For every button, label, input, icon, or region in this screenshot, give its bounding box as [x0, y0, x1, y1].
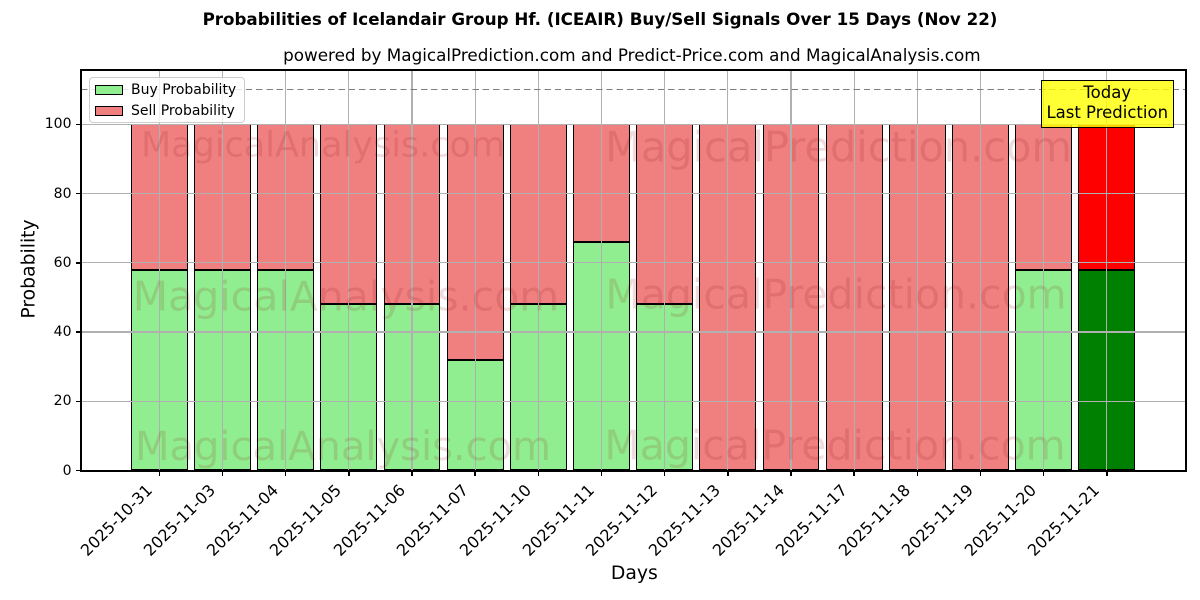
- y-tick-mark: [75, 123, 81, 126]
- y-tick-mark: [75, 192, 81, 195]
- legend-item: Sell Probability: [94, 101, 244, 120]
- plot-area: MagicalAnalysis.com MagicalPrediction.com…: [81, 70, 1186, 471]
- x-tick-mark: [663, 470, 666, 476]
- annotation-line-1: Today: [1083, 82, 1132, 102]
- y-tick-mark: [75, 262, 81, 264]
- chart-title: Probabilities of Icelandair Group Hf. (I…: [202, 8, 998, 29]
- gridline-vertical: [979, 70, 982, 471]
- watermark-text: MagicalAnalysis.com: [132, 272, 560, 321]
- x-tick-mark: [284, 470, 287, 476]
- x-tick-mark: [790, 470, 792, 476]
- watermark-text: MagicalAnalysis.com: [140, 125, 506, 166]
- y-tick-label: 0: [62, 462, 72, 479]
- x-tick-mark: [537, 470, 540, 476]
- x-tick-mark: [348, 470, 350, 476]
- x-tick-mark: [853, 470, 855, 476]
- annotation-line-2: Last Prediction: [1046, 103, 1169, 123]
- gridline-vertical: [916, 70, 918, 471]
- gridline-vertical: [1106, 70, 1108, 471]
- gridline-horizontal: [81, 262, 1186, 264]
- gridline-vertical: [474, 70, 476, 471]
- gridline-vertical: [285, 70, 287, 471]
- y-tick-label: 20: [53, 393, 72, 410]
- x-tick-mark: [1106, 470, 1108, 476]
- today-annotation: Today Last Prediction: [1040, 80, 1174, 129]
- gridline-vertical: [411, 70, 413, 471]
- y-tick-label: 100: [44, 116, 72, 133]
- legend-label: Sell Probability: [131, 102, 235, 119]
- x-tick-mark: [979, 470, 982, 476]
- watermark-text: MagicalPrediction.com: [605, 122, 1072, 172]
- gridline-vertical: [158, 70, 160, 471]
- gridline-vertical: [537, 70, 539, 471]
- x-tick-mark: [411, 470, 413, 476]
- x-tick-mark: [600, 470, 603, 476]
- x-tick-mark: [158, 470, 161, 476]
- gridline-vertical: [727, 70, 729, 471]
- gridline-vertical: [222, 70, 224, 471]
- legend-label: Buy Probability: [131, 81, 237, 98]
- y-tick-label: 40: [53, 324, 72, 341]
- x-axis-label: Days: [610, 563, 658, 585]
- y-tick-label: 60: [53, 254, 72, 271]
- legend-swatch-sell: [94, 106, 123, 116]
- gridline-vertical: [1043, 70, 1045, 471]
- dashed-threshold-line: [81, 88, 1186, 91]
- gridline-vertical: [348, 70, 350, 471]
- gridline-horizontal: [81, 331, 1186, 333]
- x-tick-mark: [1042, 470, 1045, 476]
- y-tick-label: 80: [53, 185, 72, 202]
- y-tick-mark: [75, 469, 81, 472]
- gridline-vertical: [664, 70, 666, 471]
- gridline-vertical: [790, 70, 792, 471]
- watermark-text: MagicalAnalysis.com: [134, 423, 552, 470]
- legend: Buy Probability Sell Probability: [89, 76, 245, 124]
- gridline-horizontal: [81, 192, 1186, 195]
- gridline-horizontal: [81, 123, 1186, 125]
- legend-swatch-buy: [94, 85, 123, 95]
- y-tick-mark: [75, 400, 81, 402]
- chart-subtitle: powered by MagicalPrediction.com and Pre…: [283, 45, 981, 66]
- x-tick-mark: [727, 470, 729, 476]
- x-tick-mark: [916, 470, 919, 476]
- legend-item: Buy Probability: [94, 80, 244, 99]
- y-tick-mark: [75, 331, 81, 333]
- gridline-vertical: [853, 70, 855, 471]
- gridline-vertical: [600, 70, 603, 471]
- x-tick-mark: [474, 470, 476, 476]
- x-tick-mark: [221, 470, 224, 476]
- watermark-text: MagicalPrediction.com: [604, 421, 1066, 470]
- watermark-text: MagicalPrediction.com: [605, 270, 1067, 319]
- gridline-horizontal: [81, 400, 1186, 402]
